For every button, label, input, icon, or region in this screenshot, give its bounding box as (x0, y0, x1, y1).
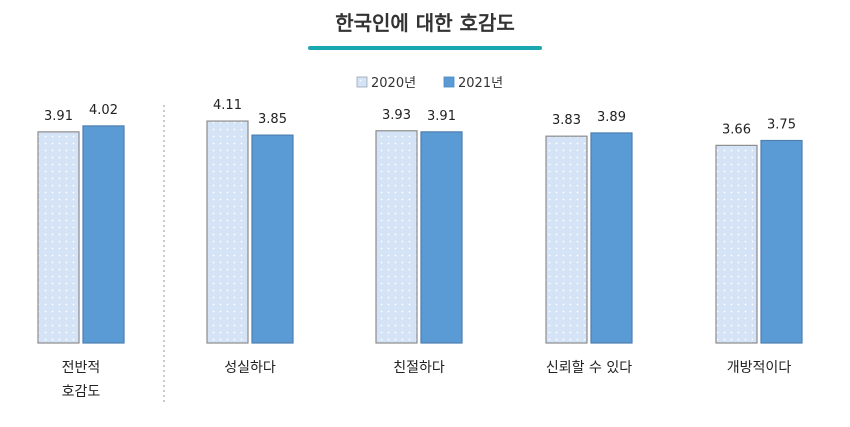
value-label-3-1: 3.89 (597, 110, 626, 125)
bar-2-1 (420, 131, 463, 344)
category-label-4: 개방적이다 (727, 360, 792, 376)
bar-3-0 (545, 135, 588, 344)
legend-label-0: 2020년 (371, 76, 416, 91)
category-label-3: 신뢰할 수 있다 (546, 360, 632, 376)
legend-swatch-0 (356, 76, 368, 88)
chart-title: 한국인에 대한 호감도 (335, 11, 515, 35)
value-label-4-1: 3.75 (767, 118, 796, 133)
category-label-0: 전반적 호감도 (62, 360, 101, 400)
category-label-2: 친절하다 (393, 360, 445, 376)
value-label-1-1: 3.85 (258, 112, 287, 127)
value-label-3-0: 3.83 (552, 113, 581, 128)
value-label-1-0: 4.11 (213, 98, 242, 113)
bars-layer (37, 120, 803, 344)
bar-1-1 (251, 134, 294, 344)
bar-4-1 (760, 139, 803, 344)
value-label-2-0: 3.93 (382, 108, 411, 123)
value-label-2-1: 3.91 (427, 109, 456, 124)
legend-label-1: 2021년 (458, 76, 503, 91)
bar-2-0 (375, 130, 418, 344)
value-label-0-0: 3.91 (44, 109, 73, 124)
value-label-4-0: 3.66 (722, 122, 751, 137)
bar-0-1 (82, 125, 125, 344)
legend-swatch-1 (443, 76, 455, 88)
category-labels-layer: 전반적 호감도 성실하다 친절하다 신뢰할 수 있다 개방적이다 (62, 360, 792, 400)
bar-0-0 (37, 131, 80, 344)
bar-4-0 (715, 144, 758, 344)
value-label-0-1: 4.02 (89, 103, 118, 118)
bar-1-0 (206, 120, 249, 344)
legend: 2020년 2021년 (356, 76, 503, 91)
category-label-1: 성실하다 (224, 360, 276, 376)
title-underline (308, 46, 542, 50)
value-labels-layer: 3.91 4.02 4.11 3.85 3.93 3.91 3.83 3.89 3.66 3.75 (44, 98, 796, 137)
bar-3-1 (590, 132, 633, 344)
